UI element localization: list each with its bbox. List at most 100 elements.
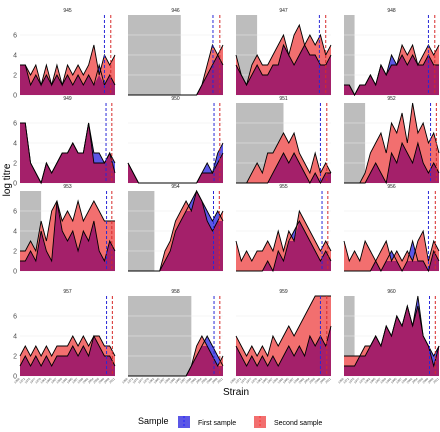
x-tick-label: 1997 — [179, 377, 187, 385]
y-tick-label: 0 — [13, 181, 17, 188]
y-tick-label: 0 — [13, 269, 17, 276]
line-second-sample — [236, 131, 332, 184]
panel-title: 947 — [279, 8, 288, 14]
x-tick-label: 1975 — [240, 377, 248, 385]
x-tick-label: 1972 — [234, 377, 242, 385]
x-tick-label: 1972 — [18, 377, 26, 385]
panel-947: 947 — [235, 8, 332, 96]
x-tick-label: 2011 — [324, 377, 332, 385]
y-tick-label: 6 — [13, 121, 17, 128]
line-first-sample — [344, 239, 440, 273]
panel-title: 946 — [171, 8, 180, 14]
x-tick-label: 1982 — [256, 377, 264, 385]
panel-960: 9601968197219751977197919821985198719891… — [337, 289, 440, 384]
x-tick-label: 1972 — [342, 377, 350, 385]
line-second-sample — [128, 43, 224, 96]
x-tick-label: 1997 — [395, 377, 403, 385]
legend: Sample First sample Second sample — [138, 416, 322, 428]
x-tick-label: 1999 — [292, 377, 300, 385]
line-first-sample — [20, 200, 116, 263]
line-second-sample — [20, 44, 116, 87]
y-axis-label: log titre — [2, 163, 13, 196]
panel-954: 954 — [128, 184, 224, 272]
y-tick-label: 4 — [13, 229, 17, 236]
x-tick-label: 2002 — [190, 377, 198, 385]
panel-953: 953 0 2 4 6 — [13, 184, 116, 276]
x-tick-label: 2011 — [108, 377, 116, 385]
x-tick-label: 1997 — [287, 377, 295, 385]
panel-949: 949 0 2 4 6 — [13, 96, 116, 188]
y-tick-label: 6 — [13, 33, 17, 40]
line-second-sample — [128, 335, 224, 377]
x-tick-label: 1979 — [250, 377, 258, 385]
x-tick-label: 1992 — [61, 377, 69, 385]
area-overlap — [236, 326, 331, 376]
x-tick-label: 1979 — [358, 377, 366, 385]
x-tick-label: 1968 — [229, 377, 237, 385]
legend-label-second-sample: Second sample — [274, 420, 322, 427]
panel-946: 946 — [128, 8, 224, 96]
panel-title: 949 — [63, 96, 72, 102]
y-tick-label: 6 — [13, 209, 17, 216]
area-overlap — [236, 153, 331, 183]
x-tick-label: 1982 — [148, 377, 156, 385]
x-tick-label: 1987 — [374, 377, 382, 385]
panel-title: 950 — [171, 96, 180, 102]
area-overlap — [344, 55, 439, 95]
line-second-sample — [19, 335, 116, 357]
panel-title: 958 — [171, 289, 180, 295]
area-overlap — [128, 346, 223, 376]
line-first-sample — [235, 325, 332, 367]
x-tick-label: 2004 — [195, 377, 203, 385]
line-second-sample — [344, 304, 440, 368]
x-tick-label: 2011 — [432, 377, 440, 385]
x-tick-label: 1979 — [34, 377, 42, 385]
x-tick-label: 1985 — [261, 377, 269, 385]
panel-title: 960 — [387, 289, 396, 295]
panel-title: 952 — [387, 96, 396, 102]
x-tick-label: 1999 — [76, 377, 84, 385]
area-overlap — [236, 221, 331, 271]
line-second-sample — [344, 43, 440, 96]
x-tick-label: 1977 — [137, 377, 145, 385]
x-tick-label: 2008 — [98, 377, 106, 385]
x-tick-label: 1977 — [245, 377, 253, 385]
x-tick-label: 2008 — [314, 377, 322, 385]
x-tick-label: 1975 — [132, 377, 140, 385]
x-tick-label: 2009 — [211, 377, 219, 385]
x-tick-label: 2004 — [303, 377, 311, 385]
line-second-sample — [343, 229, 440, 263]
x-tick-label: 1989 — [271, 377, 279, 385]
x-tick-label: 1979 — [142, 377, 150, 385]
x-tick-label: 1987 — [266, 377, 274, 385]
y-tick-label: 2 — [13, 249, 17, 256]
line-first-sample — [235, 43, 332, 86]
y-tick-label: 0 — [13, 93, 17, 100]
x-tick-label: 1992 — [169, 377, 177, 385]
x-tick-label: 2005 — [200, 377, 208, 385]
area-overlap — [128, 55, 223, 95]
x-tick-label: 1999 — [400, 377, 408, 385]
line-second-sample — [235, 295, 331, 358]
line-first-sample — [20, 63, 116, 87]
panel-945: 945 0 2 4 6 — [13, 8, 116, 100]
y-tick-label: 6 — [13, 314, 17, 321]
line-second-sample — [344, 102, 440, 184]
panel-title: 953 — [63, 184, 72, 190]
x-tick-label: 1985 — [45, 377, 53, 385]
x-tick-label: 1987 — [50, 377, 58, 385]
x-tick-label: 1989 — [379, 377, 387, 385]
legend-title: Sample — [138, 416, 169, 426]
x-tick-label: 2008 — [206, 377, 214, 385]
x-tick-label: 2009 — [319, 377, 327, 385]
line-second-sample — [235, 209, 332, 263]
x-tick-label: 1977 — [353, 377, 361, 385]
line-second-sample — [128, 189, 224, 272]
line-second-sample — [20, 122, 116, 185]
x-tick-label: 1972 — [126, 377, 134, 385]
y-tick-label: 4 — [13, 53, 17, 60]
line-first-sample — [19, 334, 116, 367]
panel-title: 945 — [63, 8, 72, 14]
x-tick-label: 1995 — [66, 377, 74, 385]
line-first-sample — [236, 220, 332, 273]
